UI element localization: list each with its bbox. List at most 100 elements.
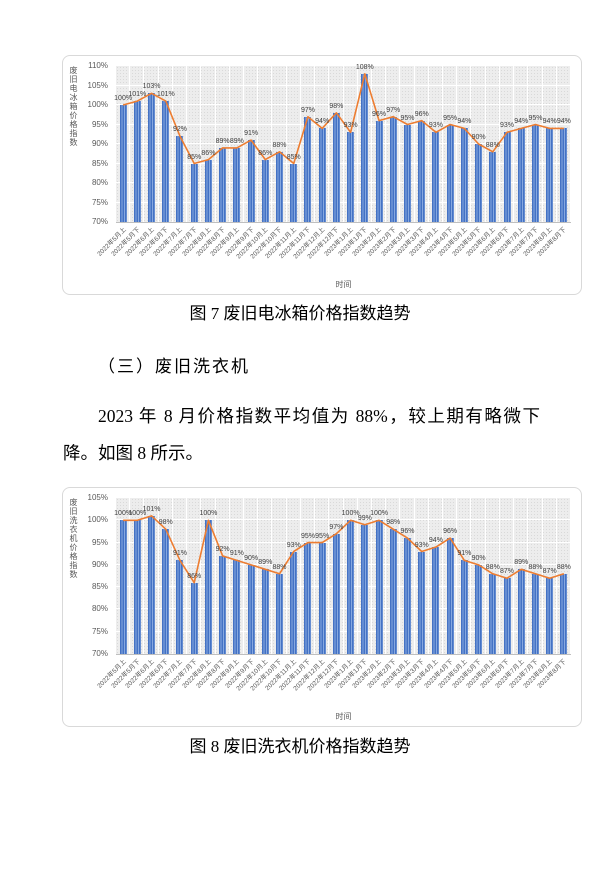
gridline xyxy=(399,498,401,654)
bar xyxy=(332,112,340,222)
gridline xyxy=(413,66,415,222)
data-label: 96% xyxy=(400,528,415,536)
gridline xyxy=(299,498,301,654)
gridline xyxy=(116,84,571,86)
gridline xyxy=(314,66,316,222)
bar xyxy=(204,520,212,654)
bar xyxy=(233,147,241,222)
data-label: 94% xyxy=(514,118,529,126)
gridline xyxy=(456,66,458,222)
bar xyxy=(432,132,440,222)
data-label: 97% xyxy=(386,106,401,114)
y-axis-ticks: 110% 105% 100% 95% 90% 85% 80% 75% 70% xyxy=(63,62,112,226)
data-label: 99% xyxy=(357,514,372,522)
gridline xyxy=(470,66,472,222)
x-axis-labels: 2022年5月上 2022年5月下 2022年6月上 2022年6月下 2022年7月上… xyxy=(96,225,571,278)
data-label: 94% xyxy=(315,118,330,126)
bar xyxy=(261,159,269,222)
gridline xyxy=(116,586,571,588)
bar xyxy=(247,564,255,654)
data-label: 94% xyxy=(556,118,571,126)
y-axis-title: 废旧电冰箱价格指数 xyxy=(69,66,78,147)
y-tick-label: 100% xyxy=(87,100,108,109)
bar xyxy=(347,132,355,222)
data-label: 108% xyxy=(355,63,374,71)
data-label: 95% xyxy=(528,114,543,122)
data-label: 91% xyxy=(172,550,187,558)
gridline xyxy=(116,123,571,125)
bar xyxy=(233,560,241,654)
bar xyxy=(162,101,170,222)
gridline xyxy=(186,498,188,654)
bar xyxy=(432,547,440,654)
bar xyxy=(403,538,411,654)
data-label: 93% xyxy=(500,122,515,130)
bar xyxy=(148,93,156,222)
x-axis-title: 时间 xyxy=(335,712,352,721)
bar xyxy=(375,520,383,654)
gridline xyxy=(116,201,571,203)
bar xyxy=(546,578,554,654)
bar xyxy=(304,116,312,222)
bar xyxy=(460,128,468,222)
gridline xyxy=(328,498,330,654)
gridline xyxy=(399,66,401,222)
data-label: 88% xyxy=(485,141,500,149)
gridline xyxy=(427,498,429,654)
data-label: 98% xyxy=(386,519,401,527)
data-label: 95% xyxy=(400,114,415,122)
bar xyxy=(546,128,554,222)
bar xyxy=(503,132,511,222)
gridline xyxy=(456,498,458,654)
data-label: 93% xyxy=(286,541,301,549)
data-label: 90% xyxy=(471,134,486,141)
data-label: 100% xyxy=(114,95,133,102)
gridline xyxy=(200,498,202,654)
y-axis-ticks: 105% 100% 95% 90% 85% 80% 75% 70% xyxy=(63,494,112,658)
bar xyxy=(418,551,426,654)
gridline xyxy=(257,498,259,654)
bar xyxy=(389,529,397,654)
data-label: 93% xyxy=(414,541,429,549)
gridline xyxy=(513,66,515,222)
data-label: 91% xyxy=(229,550,244,558)
data-label: 101% xyxy=(128,91,147,99)
gridline xyxy=(116,608,571,610)
bar xyxy=(403,124,411,222)
gridline xyxy=(214,498,216,654)
gridline xyxy=(527,66,529,222)
data-label: 92% xyxy=(172,126,187,134)
data-label: 89% xyxy=(215,137,230,145)
bar xyxy=(475,564,483,654)
figure-8-caption: 图 8 废旧洗衣机价格指数趋势 xyxy=(189,737,411,756)
bar xyxy=(389,116,397,222)
y-tick-label: 70% xyxy=(91,217,108,226)
gridline xyxy=(513,498,515,654)
data-label: 100% xyxy=(341,510,360,518)
data-label: 96% xyxy=(372,110,387,118)
data-label: 86% xyxy=(201,149,216,157)
bar xyxy=(375,120,383,222)
bar xyxy=(304,542,312,654)
bar xyxy=(162,529,170,654)
washing-machine-price-index-chart: 废旧洗衣机价格指数 105% 100% 95% 90% 85% 80% 75% 70% 100… xyxy=(62,487,582,727)
bar xyxy=(190,163,198,222)
gridline xyxy=(242,498,244,654)
y-tick-label: 70% xyxy=(91,649,108,658)
gridline xyxy=(527,498,529,654)
bar xyxy=(517,569,525,654)
gridline xyxy=(385,498,387,654)
gridline xyxy=(116,104,571,105)
data-label: 89% xyxy=(258,559,273,567)
gridline xyxy=(171,66,173,222)
data-label: 93% xyxy=(343,122,358,130)
bar xyxy=(446,538,454,654)
y-tick-label: 75% xyxy=(91,626,108,636)
data-label: 100% xyxy=(114,510,133,518)
data-label: 91% xyxy=(244,130,259,138)
gridline xyxy=(427,66,429,222)
bar xyxy=(290,163,298,222)
plot-area: 100% 100% 101% 98% 91% 86% 100% 92% 91% 90% 89% 88%… xyxy=(114,497,571,655)
data-label: 88% xyxy=(272,141,287,149)
bar xyxy=(531,124,539,222)
